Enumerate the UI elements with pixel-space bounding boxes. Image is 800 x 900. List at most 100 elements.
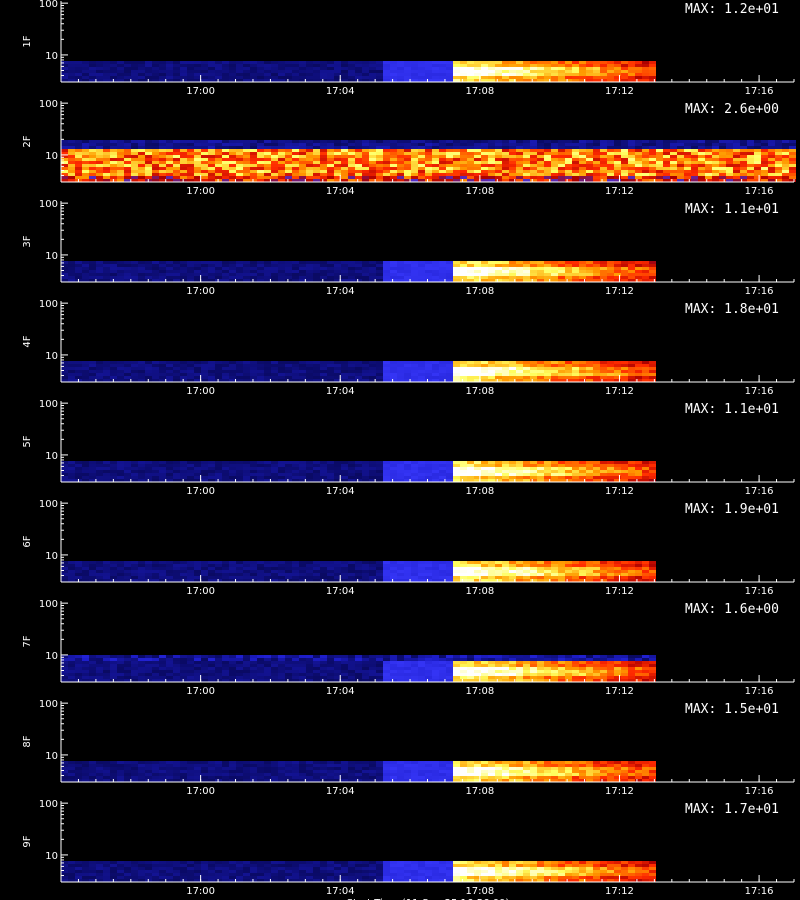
heat-cell xyxy=(502,70,509,73)
heat-cell xyxy=(614,76,621,79)
y-axis-label: 4F xyxy=(22,335,33,347)
heat-cell xyxy=(481,567,488,570)
heat-cell xyxy=(208,61,215,64)
heat-cell xyxy=(684,167,691,170)
heat-cell xyxy=(768,143,775,146)
heat-cell xyxy=(516,367,523,370)
heat-cell xyxy=(355,155,362,158)
heat-cell xyxy=(383,267,390,270)
heat-cell xyxy=(376,276,383,279)
heat-cell xyxy=(355,576,362,579)
heat-cell xyxy=(369,167,376,170)
heat-cell xyxy=(313,279,320,282)
heat-cell xyxy=(516,361,523,364)
heat-cell xyxy=(61,579,68,582)
heat-cell xyxy=(733,173,740,176)
heat-cell xyxy=(572,61,579,64)
heat-cell xyxy=(411,79,418,82)
heat-cell xyxy=(698,173,705,176)
heat-cell xyxy=(488,373,495,376)
heat-cell xyxy=(250,279,257,282)
heat-cell xyxy=(306,464,313,467)
heat-cell xyxy=(467,61,474,64)
heat-cell xyxy=(383,146,390,149)
heat-cell xyxy=(292,173,299,176)
heat-cell xyxy=(285,70,292,73)
heat-cell xyxy=(390,276,397,279)
heat-cell xyxy=(124,270,131,273)
heat-cell xyxy=(369,470,376,473)
heat-cell xyxy=(82,73,89,76)
heat-cell xyxy=(530,470,537,473)
heat-cell xyxy=(264,461,271,464)
heat-cell xyxy=(327,164,334,167)
heat-cell xyxy=(453,179,460,182)
heat-cell xyxy=(516,476,523,479)
heat-cell xyxy=(341,367,348,370)
heat-cell xyxy=(278,364,285,367)
heat-cell xyxy=(572,176,579,179)
heat-cell xyxy=(649,273,656,276)
heat-cell xyxy=(544,373,551,376)
heat-cell xyxy=(145,561,152,564)
heat-cell xyxy=(425,70,432,73)
heat-cell xyxy=(726,149,733,152)
heat-cell xyxy=(754,149,761,152)
heat-cell xyxy=(159,473,166,476)
heat-cell xyxy=(257,573,264,576)
heat-cell xyxy=(236,464,243,467)
heat-cell xyxy=(341,161,348,164)
heat-cell xyxy=(404,367,411,370)
heat-cell xyxy=(565,470,572,473)
heat-cell xyxy=(446,61,453,64)
heat-cell xyxy=(579,161,586,164)
heat-cell xyxy=(334,364,341,367)
heat-cell xyxy=(460,379,467,382)
heat-cell xyxy=(285,570,292,573)
heat-cell xyxy=(96,573,103,576)
heat-cell xyxy=(215,276,222,279)
heat-cell xyxy=(327,379,334,382)
heat-cell xyxy=(495,149,502,152)
heat-cell xyxy=(516,279,523,282)
heat-cell xyxy=(152,261,159,264)
heat-cell xyxy=(600,164,607,167)
heat-cell xyxy=(131,473,138,476)
heat-cell xyxy=(481,76,488,79)
heat-cell xyxy=(488,264,495,267)
heat-cell xyxy=(495,146,502,149)
heat-cell xyxy=(194,461,201,464)
heat-cell xyxy=(663,161,670,164)
heat-cell xyxy=(614,179,621,182)
heat-cell xyxy=(341,567,348,570)
heat-cell xyxy=(474,576,481,579)
heat-cell xyxy=(558,361,565,364)
heat-cell xyxy=(96,373,103,376)
heat-cell xyxy=(285,476,292,479)
heat-cell xyxy=(481,146,488,149)
heat-cell xyxy=(460,273,467,276)
heat-cell xyxy=(180,167,187,170)
heat-cell xyxy=(285,170,292,173)
heat-cell xyxy=(173,376,180,379)
heat-cell xyxy=(68,67,75,70)
heat-cell xyxy=(593,76,600,79)
heat-cell xyxy=(600,576,607,579)
heat-cell xyxy=(544,570,551,573)
heat-cell xyxy=(586,167,593,170)
heat-cell xyxy=(285,464,292,467)
heat-cell xyxy=(313,570,320,573)
heat-cell xyxy=(726,170,733,173)
heat-cell xyxy=(411,567,418,570)
heat-cell xyxy=(425,149,432,152)
heat-cell xyxy=(89,461,96,464)
heat-cell xyxy=(320,473,327,476)
heat-cell xyxy=(61,264,68,267)
heat-cell xyxy=(642,170,649,173)
heat-cell xyxy=(446,261,453,264)
heat-cell xyxy=(495,370,502,373)
heat-cell xyxy=(173,279,180,282)
heat-cell xyxy=(320,158,327,161)
heat-cell xyxy=(614,561,621,564)
heat-cell xyxy=(236,270,243,273)
